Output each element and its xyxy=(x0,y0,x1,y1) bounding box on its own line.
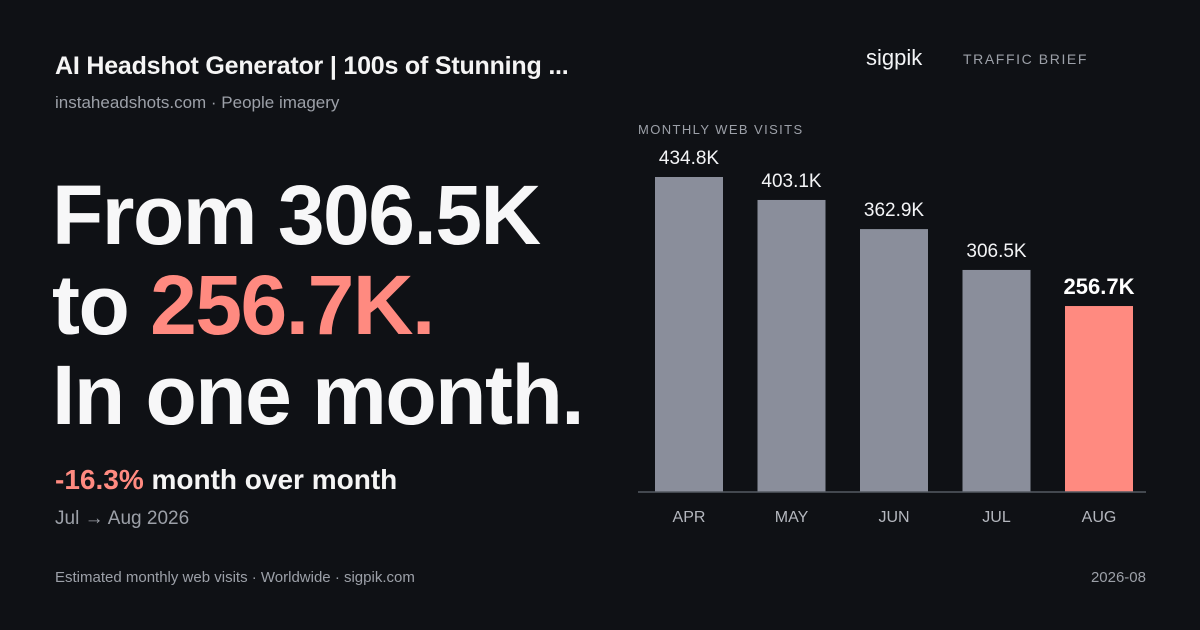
change-percent: -16.3% xyxy=(55,464,144,495)
tick-label-jul: JUL xyxy=(982,509,1011,526)
value-label-aug: 256.7K xyxy=(1064,274,1135,299)
period-label: Jul → Aug 2026 xyxy=(55,508,190,529)
value-label-jul: 306.5K xyxy=(966,241,1027,262)
headline-line-2: to 256.7K. xyxy=(52,260,583,350)
headline-line-3: In one month. xyxy=(52,348,585,442)
bar-jul xyxy=(962,269,1031,492)
bar-aug xyxy=(1065,306,1133,492)
change-summary: -16.3% month over month xyxy=(55,464,397,496)
bar-jun xyxy=(860,229,928,492)
bar-apr xyxy=(655,177,723,492)
footer-source: Estimated monthly web visits · Worldwide… xyxy=(55,569,415,586)
brand-tag: TRAFFIC BRIEF xyxy=(963,51,1089,67)
headline: From 306.5K to 256.7K. In one month. xyxy=(52,168,585,442)
tick-label-aug: AUG xyxy=(1082,509,1117,526)
tick-label-may: MAY xyxy=(775,509,809,526)
page-title: AI Headshot Generator | 100s of Stunning… xyxy=(55,52,569,80)
value-label-apr: 434.8K xyxy=(659,148,720,169)
chart-title: MONTHLY WEB VISITS xyxy=(638,122,804,137)
tick-label-apr: APR xyxy=(673,509,706,526)
headline-line-2-prefix: to xyxy=(52,258,151,352)
site-subtitle: instaheadshots.com · People imagery xyxy=(55,93,340,112)
headline-line-1: From 306.5K xyxy=(52,168,541,262)
value-label-jun: 362.9K xyxy=(864,200,925,221)
brand-logo: sigpik xyxy=(866,45,923,70)
tick-label-jun: JUN xyxy=(878,509,909,526)
headline-highlight: 256.7K. xyxy=(150,258,435,352)
footer-date: 2026-08 xyxy=(1090,569,1146,586)
change-text: month over month xyxy=(143,464,398,495)
bar-may xyxy=(757,199,826,492)
value-label-may: 403.1K xyxy=(761,171,822,192)
